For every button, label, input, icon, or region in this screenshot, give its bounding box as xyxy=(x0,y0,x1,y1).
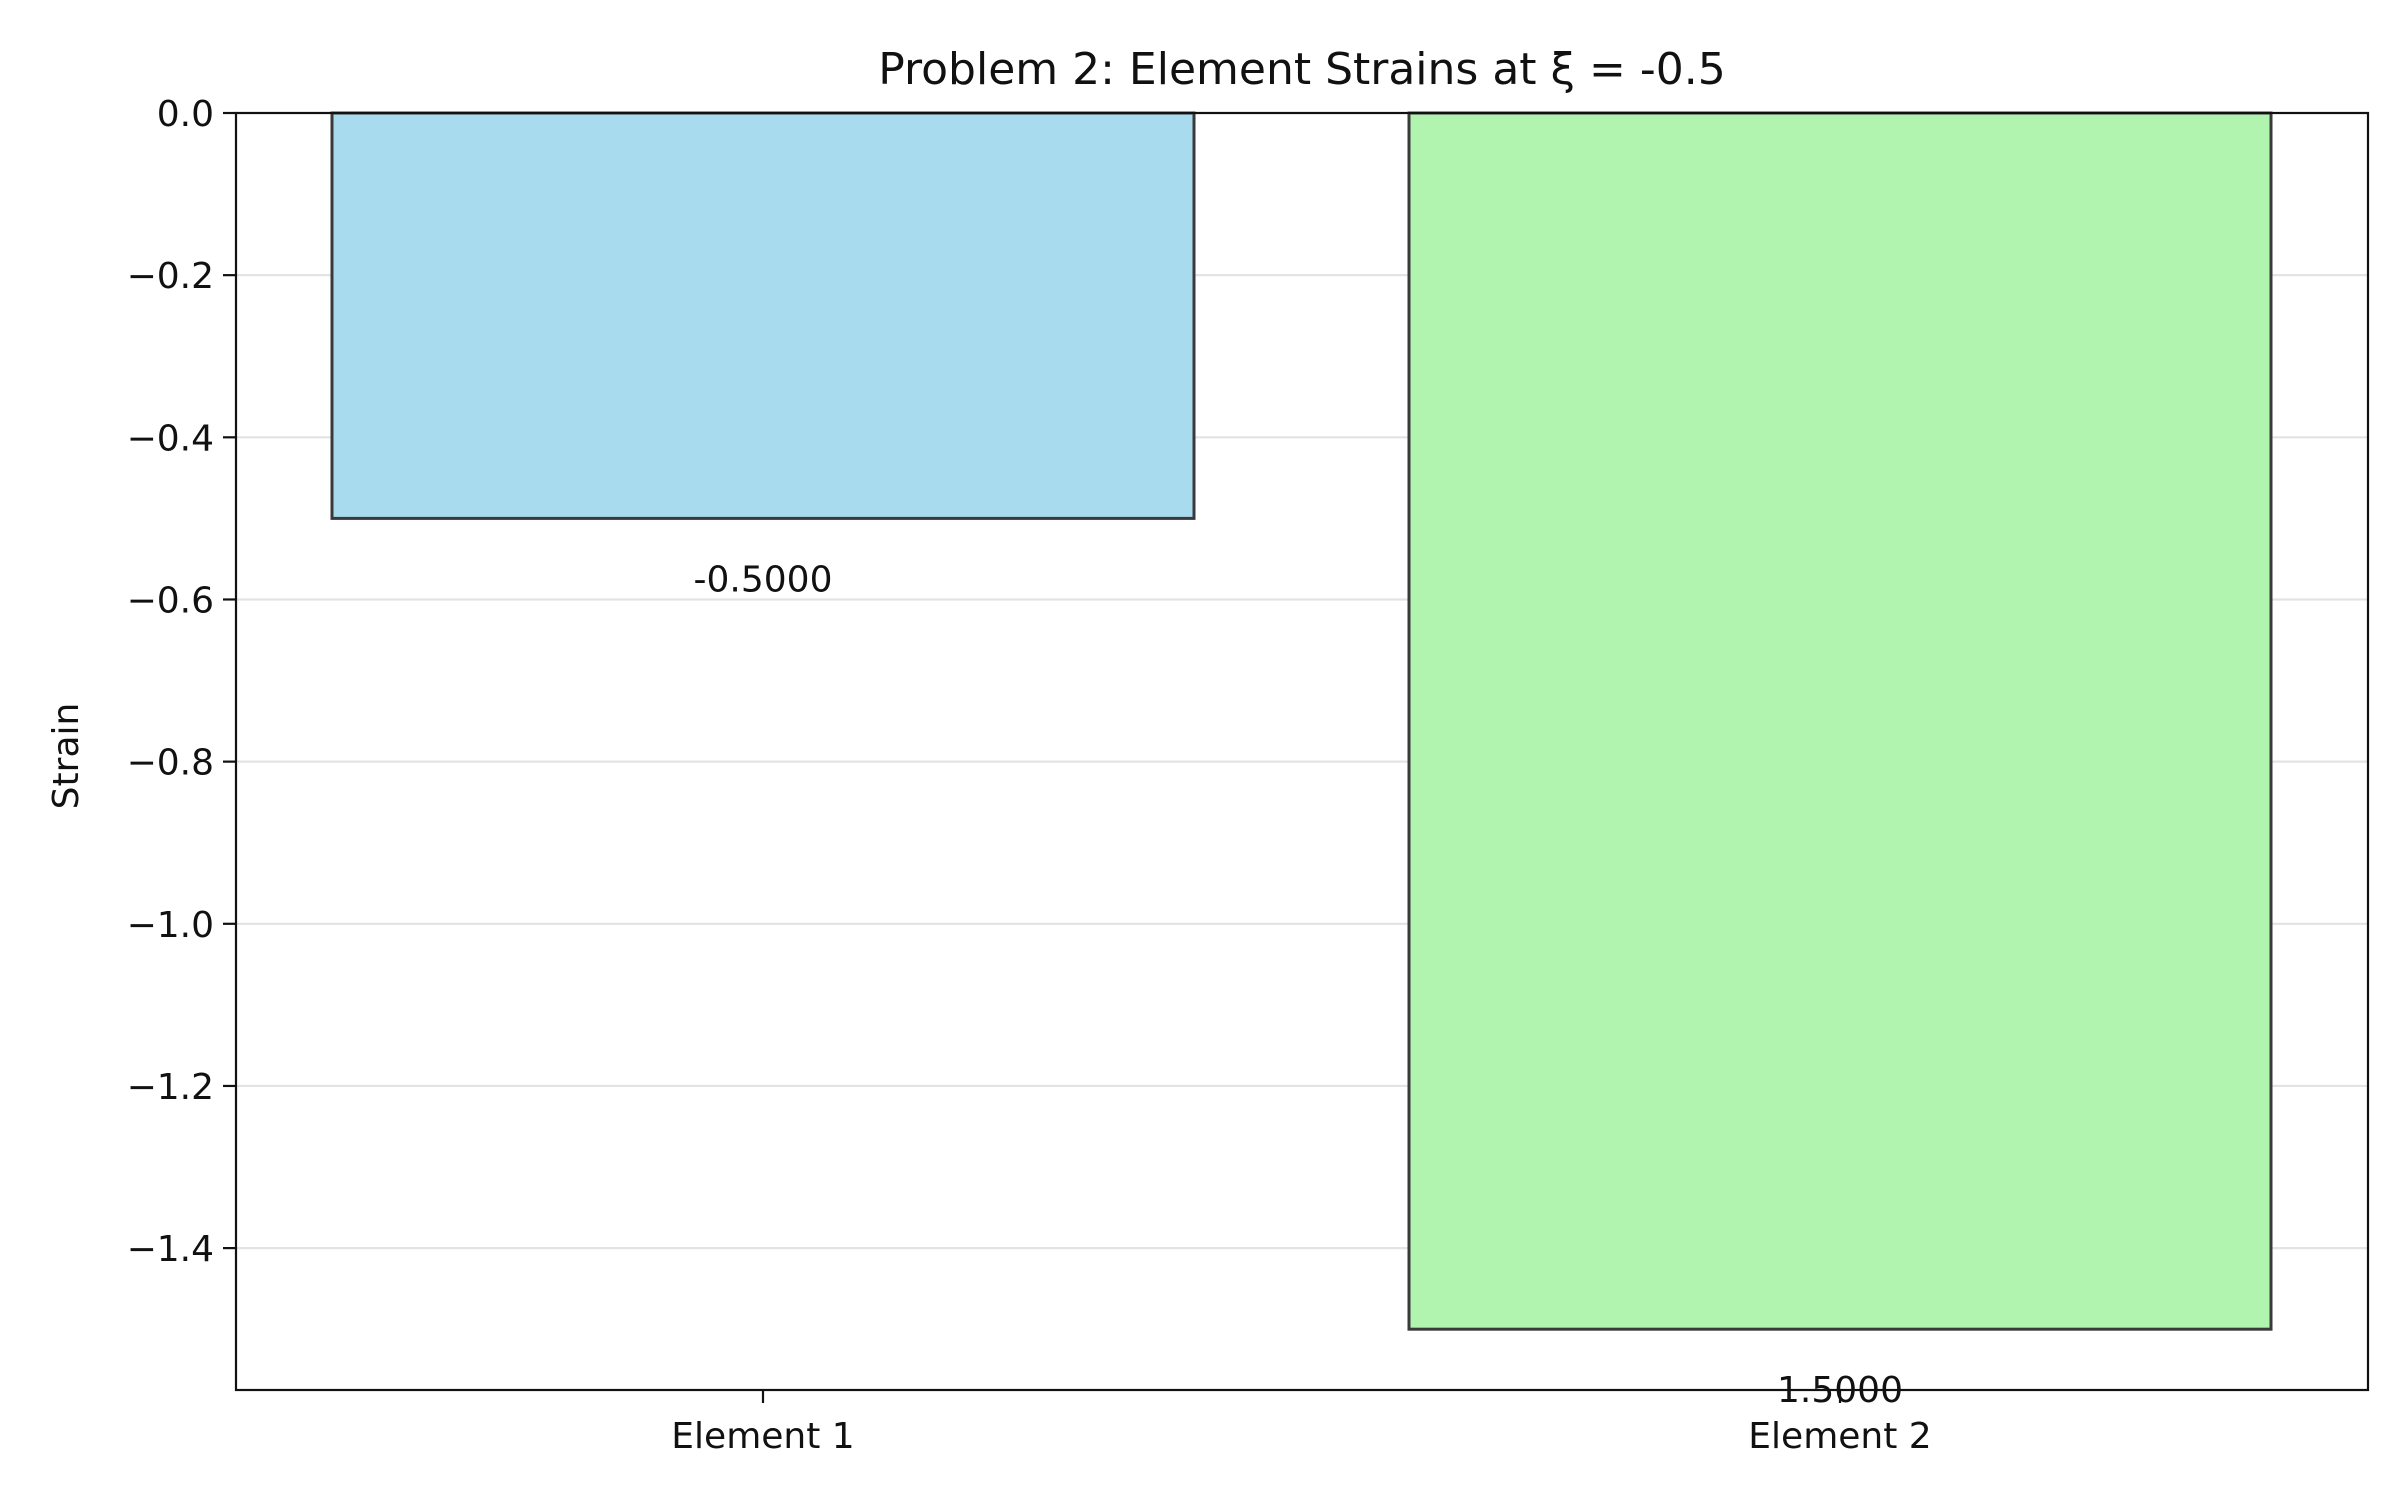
plot-frame xyxy=(234,111,2370,1392)
data-labels: -0.5000 1.5000 xyxy=(694,559,1903,1411)
y-axis-label: Strain xyxy=(46,703,87,810)
y-tick-label: −0.6 xyxy=(127,580,214,621)
y-tick-label: 0.0 xyxy=(157,94,214,135)
bar-2 xyxy=(1407,111,2273,1331)
y-tick-label: −0.2 xyxy=(127,256,214,297)
bar-1 xyxy=(330,111,1196,520)
x-tick-label: Element 2 xyxy=(1748,1416,1931,1457)
y-axis: 0.0 −0.2 −0.4 −0.6 −0.8 −1.0 −1.2 −1.4 xyxy=(127,94,236,1270)
x-tick-label: Element 1 xyxy=(671,1416,854,1457)
chart-title: Problem 2: Element Strains at ξ = -0.5 xyxy=(878,44,1726,95)
data-label-1: -0.5000 xyxy=(694,559,833,600)
y-tick-label: −1.4 xyxy=(127,1229,214,1270)
y-tick-label: −1.0 xyxy=(127,905,214,946)
x-axis: Element 1 Element 2 xyxy=(671,1390,1932,1457)
y-tick-label: −1.2 xyxy=(127,1067,214,1108)
data-label-2: 1.5000 xyxy=(1777,1370,1903,1411)
y-tick-label: −0.4 xyxy=(127,418,214,459)
bars xyxy=(330,111,2273,1331)
y-tick-label: −0.8 xyxy=(127,743,214,784)
